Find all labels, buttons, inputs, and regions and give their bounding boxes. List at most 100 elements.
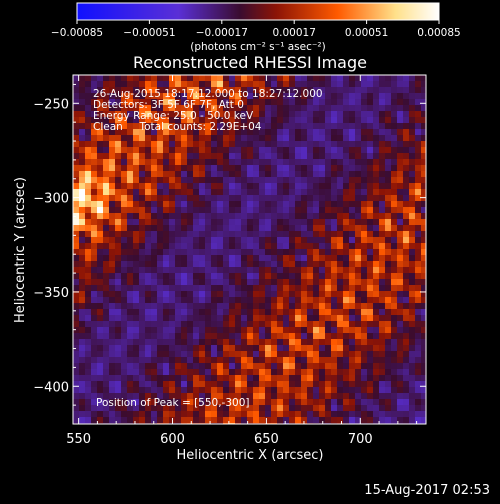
heatmap-cell [379,177,385,183]
heatmap-cell [319,111,325,117]
heatmap-cell [385,135,391,141]
heatmap-cell [169,387,175,393]
heatmap-cell [325,363,331,369]
heatmap-cell [259,153,265,159]
heatmap-cell [259,177,265,183]
heatmap-cell [181,291,187,297]
heatmap-cell [211,225,217,231]
heatmap-cell [157,99,163,105]
heatmap-cell [109,213,115,219]
heatmap-cell [373,303,379,309]
heatmap-cell [241,339,247,345]
heatmap-cell [247,117,253,123]
heatmap-cell [193,405,199,411]
heatmap-cell [229,219,235,225]
heatmap-cell [325,231,331,237]
heatmap-cell [385,327,391,333]
heatmap-cell [133,99,139,105]
heatmap-cell [391,309,397,315]
heatmap-cell [379,369,385,375]
heatmap-cell [91,219,97,225]
heatmap-cell [271,375,277,381]
heatmap-cell [367,141,373,147]
heatmap-cell [271,99,277,105]
heatmap-cell [145,267,151,273]
heatmap-cell [115,327,121,333]
heatmap-cell [187,81,193,87]
heatmap-cell [361,105,367,111]
heatmap-cell [403,279,409,285]
heatmap-cell [355,141,361,147]
heatmap-cell [283,291,289,297]
heatmap-cell [193,165,199,171]
heatmap-cell [271,255,277,261]
heatmap-cell [331,189,337,195]
heatmap-cell [109,75,115,81]
heatmap-cell [379,303,385,309]
heatmap-cell [97,249,103,255]
heatmap-cell [265,249,271,255]
heatmap-cell [181,345,187,351]
heatmap-cell [145,369,151,375]
heatmap-cell [97,345,103,351]
heatmap-cell [139,165,145,171]
heatmap-cell [301,249,307,255]
heatmap-cell [283,123,289,129]
heatmap-cell [151,147,157,153]
heatmap-cell [157,285,163,291]
heatmap-cell [181,111,187,117]
heatmap-cell [373,81,379,87]
heatmap-cell [355,177,361,183]
heatmap-cell [139,117,145,123]
heatmap-cell [313,369,319,375]
heatmap-cell [187,411,193,417]
heatmap-cell [151,93,157,99]
heatmap-cell [379,147,385,153]
heatmap-cell [301,171,307,177]
heatmap-cell [217,243,223,249]
heatmap-cell [271,417,277,423]
heatmap-cell [103,309,109,315]
heatmap-cell [187,285,193,291]
heatmap-cell [193,357,199,363]
heatmap-cell [391,183,397,189]
heatmap-cell [175,81,181,87]
heatmap-cell [187,105,193,111]
heatmap-cell [301,189,307,195]
heatmap-cell [313,309,319,315]
heatmap-cell [319,135,325,141]
heatmap-cell [307,171,313,177]
heatmap-cell [283,255,289,261]
heatmap-cell [229,303,235,309]
heatmap-cell [325,357,331,363]
heatmap-cell [277,345,283,351]
y-axis-label: Heliocentric Y (arcsec) [13,177,28,323]
heatmap-cell [253,381,259,387]
heatmap-cell [277,267,283,273]
heatmap-cell [193,369,199,375]
heatmap-cell [421,219,426,225]
heatmap-cell [163,129,169,135]
heatmap-cell [181,93,187,99]
heatmap-cell [403,255,409,261]
heatmap-cell [205,333,211,339]
heatmap-cell [73,153,79,159]
heatmap-cell [169,123,175,129]
heatmap-cell [217,321,223,327]
heatmap-cell [271,195,277,201]
heatmap-cell [397,195,403,201]
heatmap-cell [181,87,187,93]
heatmap-cell [313,171,319,177]
heatmap-cell [325,195,331,201]
heatmap-cell [169,261,175,267]
heatmap-cell [211,111,217,117]
heatmap-cell [97,303,103,309]
heatmap-cell [259,327,265,333]
heatmap-cell [349,399,355,405]
heatmap-cell [247,393,253,399]
heatmap-cell [163,207,169,213]
heatmap-cell [91,333,97,339]
heatmap-cell [367,213,373,219]
heatmap-cell [277,183,283,189]
heatmap-cell [109,375,115,381]
